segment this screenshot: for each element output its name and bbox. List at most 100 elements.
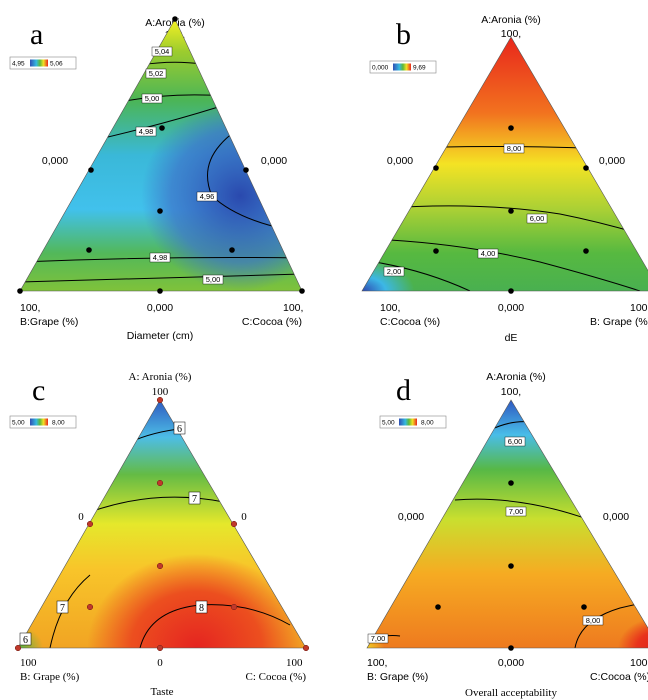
contour-labels-d: 6,00 7,00 8,00 7,00 [367, 436, 604, 644]
contour-label-c-1: 6 [177, 424, 182, 435]
legend-b-colorbar [393, 63, 411, 71]
response-a-title: Diameter (cm) [127, 330, 194, 342]
legend-d-max: 8,00 [421, 420, 434, 427]
design-points-a [17, 16, 305, 294]
design-point [508, 645, 514, 651]
design-point [14, 644, 22, 652]
contour-label-b-4: 2,00 [387, 267, 402, 276]
vertex-a-right-label: C:Cocoa (%) [242, 316, 302, 328]
design-point [88, 167, 94, 173]
design-points-b [433, 125, 589, 294]
contour-label-b-1: 8,00 [507, 144, 522, 153]
contour-label-a-4: 4,98 [139, 127, 154, 136]
response-c-title: Taste [150, 686, 173, 698]
legend-b: 0,000 9,69 [369, 60, 437, 74]
vertex-c-right-label: C: Cocoa (%) [246, 671, 307, 683]
design-point [229, 247, 235, 253]
design-point [172, 16, 178, 22]
design-point [435, 604, 441, 610]
design-point [156, 396, 164, 404]
edge-b-bottom-value: 0,000 [498, 302, 524, 314]
panel-letter-d: d [396, 374, 411, 407]
vertex-d-top-label: A:Aronia (%) [486, 371, 546, 383]
design-point [583, 165, 589, 171]
contour-label-b-3: 4,00 [481, 249, 496, 258]
design-point [156, 562, 164, 570]
design-point [156, 644, 164, 652]
design-point [230, 603, 238, 611]
legend-c: 5,00 8,00 [9, 415, 77, 429]
legend-d-min: 5,00 [382, 420, 395, 427]
contour-label-d-3: 8,00 [586, 616, 601, 625]
design-point [508, 125, 514, 131]
legend-b-max: 9,69 [413, 65, 426, 72]
vertex-c-left-label: B: Grape (%) [20, 671, 80, 683]
design-points-c [14, 396, 310, 652]
design-point [86, 603, 94, 611]
design-point [433, 165, 439, 171]
edge-a-right-value: 0,000 [261, 155, 287, 167]
vertex-b-right-label: B: Grape (%) [590, 316, 648, 328]
contour-labels-b: 8,00 6,00 4,00 2,00 [383, 143, 548, 277]
design-point [583, 248, 589, 254]
legend-d-colorbar [399, 418, 417, 426]
panel-a: a 4,95 5,06 A:Aronia (%) 100, 5,04 5,02 [9, 16, 305, 342]
edge-d-left-value: 0,000 [398, 511, 424, 523]
contour-label-a-7: 5,00 [206, 275, 221, 284]
edge-b-right-value: 0,000 [599, 155, 625, 167]
vertex-b-left-value: 100, [380, 302, 400, 314]
design-point [86, 247, 92, 253]
contour-label-a-5: 4,96 [200, 192, 215, 201]
panel-letter-b: b [396, 18, 411, 51]
edge-c-left-value: 0 [78, 511, 84, 523]
vertex-b-left-label: C:Cocoa (%) [380, 316, 440, 328]
design-point [581, 604, 587, 610]
design-point [157, 208, 163, 214]
vertex-c-top-label: A: Aronia (%) [129, 371, 192, 383]
contour-label-b-2: 6,00 [530, 214, 545, 223]
contour-label-a-2: 5,02 [149, 69, 164, 78]
design-point [159, 125, 165, 131]
design-point [508, 288, 514, 294]
legend-c-max: 8,00 [52, 420, 65, 427]
vertex-d-left-label: B: Grape (%) [367, 671, 428, 683]
design-point [508, 563, 514, 569]
design-point [157, 288, 163, 294]
legend-d: 5,00 8,00 [379, 415, 447, 429]
contour-label-d-2: 7,00 [509, 507, 524, 516]
vertex-d-left-value: 100, [367, 657, 387, 669]
panel-d: d 5,00 8,00 A:Aronia (%) 100, 6,00 7,00 … [366, 371, 648, 699]
panel-b: b 0,000 9,69 A:Aronia (%) 100, 8,00 6,00… [361, 14, 648, 344]
legend-a-colorbar [30, 59, 48, 67]
edge-a-left-value: 0,000 [42, 155, 68, 167]
edge-c-bottom-value: 0 [157, 657, 163, 669]
legend-a-min: 4,95 [12, 61, 25, 68]
vertex-d-right-label: C:Cocoa (%) [590, 671, 648, 683]
contour-a-6 [20, 273, 302, 283]
response-b-title: dE [505, 332, 518, 344]
contour-label-a-1: 5,04 [155, 47, 170, 56]
vertex-b-right-value: 100, [630, 302, 648, 314]
design-point [433, 248, 439, 254]
panel-c: c 5,00 8,00 A: Aronia (%) 100 6 7 7 [9, 371, 310, 698]
legend-c-colorbar [30, 418, 48, 426]
contour-label-a-6: 4,98 [153, 253, 168, 262]
vertex-d-top-value: 100, [501, 386, 521, 398]
vertex-c-right-value: 100 [286, 657, 303, 669]
contour-label-d-1: 6,00 [508, 437, 523, 446]
design-point [230, 520, 238, 528]
vertex-b-top-value: 100, [501, 28, 521, 40]
legend-c-min: 5,00 [12, 420, 25, 427]
contour-labels-c: 6 7 7 8 6 [19, 421, 208, 646]
legend-a: 4,95 5,06 [9, 56, 77, 70]
edge-a-bottom-value: 0,000 [147, 302, 173, 314]
panel-letter-c: c [32, 374, 45, 407]
contour-label-c-3: 7 [60, 603, 65, 614]
contour-label-d-4: 7,00 [371, 634, 386, 643]
edge-d-bottom-value: 0,000 [498, 657, 524, 669]
contour-label-a-3: 5,00 [145, 94, 160, 103]
design-point [86, 520, 94, 528]
contour-d-3 [574, 599, 648, 648]
edge-b-left-value: 0,000 [387, 155, 413, 167]
